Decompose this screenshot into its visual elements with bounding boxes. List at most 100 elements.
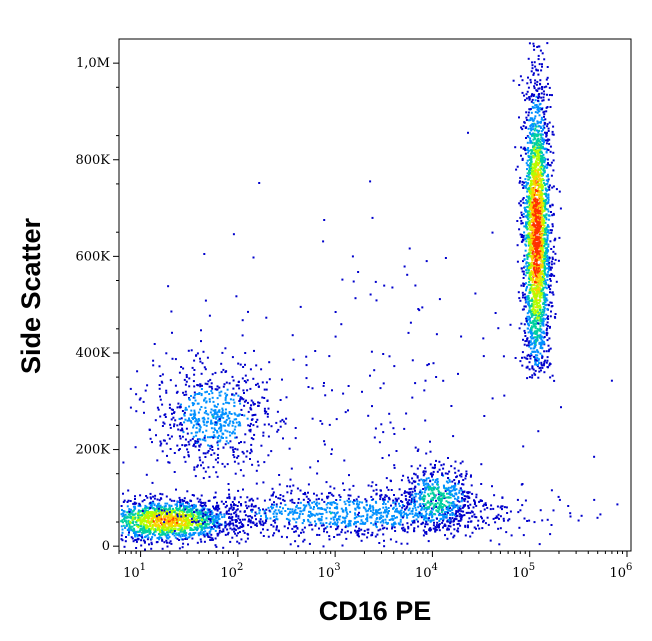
event-dot [133, 524, 136, 526]
event-dot [530, 337, 533, 340]
event-dot [529, 267, 532, 270]
event-dot [522, 294, 525, 297]
event-dot [527, 213, 530, 216]
event-dot [540, 92, 543, 95]
event-dot [371, 505, 374, 508]
event-dot [521, 351, 524, 354]
event-dot [543, 193, 546, 196]
event-dot [141, 514, 144, 517]
event-dot [525, 175, 528, 178]
event-dot [535, 287, 538, 290]
event-dot [501, 505, 504, 508]
event-dot [206, 512, 209, 514]
event-dot [542, 240, 545, 243]
event-dot [524, 340, 527, 343]
event-dot [151, 520, 153, 523]
event-dot [354, 508, 357, 511]
event-dot [535, 267, 538, 270]
event-dot [325, 503, 328, 506]
event-dot [199, 532, 202, 535]
event-dot [525, 199, 528, 202]
event-dot [515, 168, 518, 171]
event-dot [543, 342, 546, 345]
event-dot [553, 262, 556, 265]
event-dot [532, 72, 535, 75]
event-dot [166, 508, 169, 511]
event-dot [534, 245, 537, 248]
event-dot [526, 236, 529, 239]
event-dot [533, 172, 536, 175]
event-dot [369, 507, 372, 510]
event-dot [535, 133, 538, 136]
event-dot [209, 536, 212, 539]
event-dot [550, 260, 553, 263]
event-dot [196, 526, 199, 528]
event-dot [557, 259, 560, 262]
event-dot [354, 516, 357, 519]
event-dot [191, 533, 194, 536]
event-dot [186, 519, 189, 522]
event-dot [533, 85, 536, 88]
event-dot [238, 531, 241, 533]
event-dot [244, 514, 247, 517]
event-dot [150, 497, 152, 500]
event-dot [235, 515, 238, 518]
event-dot [529, 78, 532, 81]
event-dot [543, 266, 546, 269]
event-dot [542, 179, 545, 182]
event-dot [530, 215, 533, 217]
event-dot [226, 533, 229, 536]
event-dot [525, 111, 528, 114]
event-dot [292, 517, 295, 520]
event-dot [301, 522, 304, 525]
event-dot [120, 538, 123, 541]
event-dot [531, 279, 534, 282]
event-dot [307, 503, 310, 505]
event-dot [449, 525, 452, 528]
event-dot [411, 507, 414, 510]
event-dot [529, 149, 532, 152]
event-dot [120, 520, 123, 523]
event-dot [321, 512, 324, 515]
event-dot [541, 52, 544, 55]
event-dot [536, 238, 538, 241]
event-dot [354, 522, 357, 525]
event-dot [532, 145, 535, 148]
event-dot [546, 42, 549, 45]
event-dot [553, 274, 556, 277]
event-dot [526, 206, 529, 209]
event-dot [523, 202, 526, 205]
event-dot [539, 157, 542, 160]
event-dot [204, 504, 207, 507]
event-dot [543, 371, 546, 374]
event-dot [235, 513, 238, 516]
event-dot [276, 525, 278, 528]
event-dot [535, 125, 538, 128]
event-dot [171, 533, 174, 536]
event-dot [529, 347, 532, 350]
event-dot [532, 128, 534, 131]
event-dot [539, 218, 542, 221]
event-dot [539, 292, 542, 295]
event-dot [535, 292, 537, 295]
event-dot [559, 207, 562, 210]
event-dot [532, 132, 535, 135]
event-dot [535, 204, 538, 206]
event-dot [181, 530, 184, 533]
event-dot [460, 510, 463, 513]
event-dot [356, 530, 359, 533]
event-dot [467, 520, 470, 523]
event-dot [535, 332, 537, 335]
event-dot [288, 521, 290, 524]
event-dot [128, 508, 131, 511]
event-dot [272, 525, 275, 528]
event-dot [525, 320, 528, 322]
event-dot [161, 523, 164, 526]
event-dot [527, 210, 530, 213]
event-dot [514, 357, 517, 359]
event-dot [547, 283, 550, 286]
event-dot [325, 517, 328, 520]
event-dot [529, 275, 532, 278]
event-dot [202, 533, 205, 536]
event-dot [528, 170, 531, 173]
